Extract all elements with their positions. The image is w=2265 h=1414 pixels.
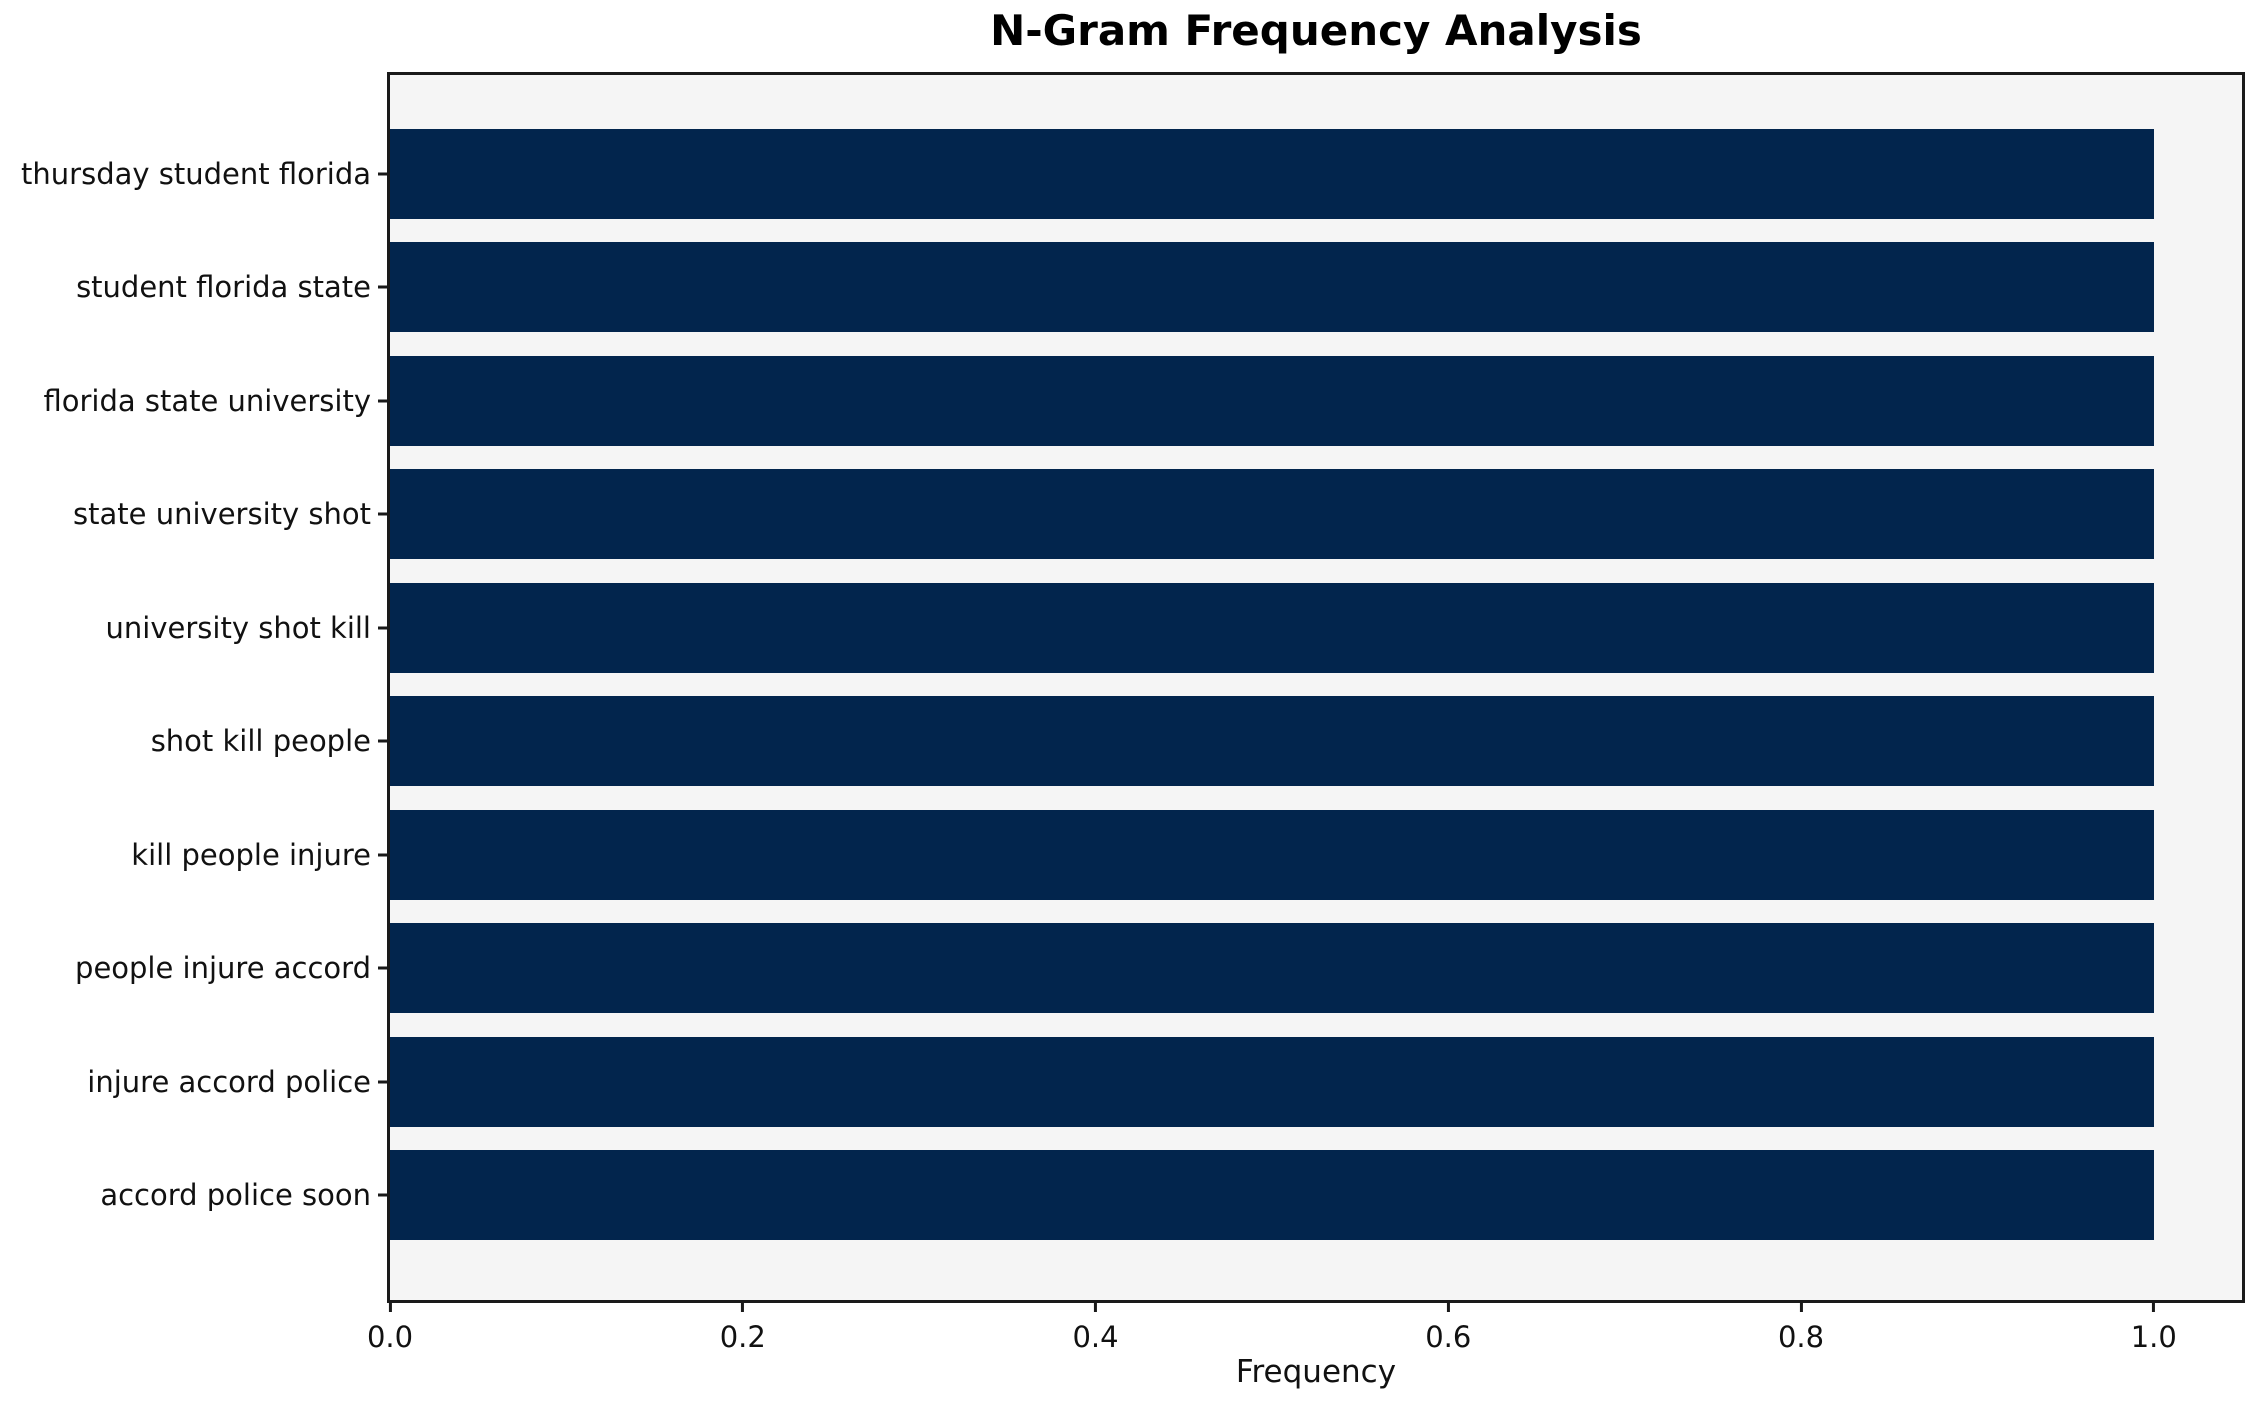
chart-title: N-Gram Frequency Analysis [990, 6, 1642, 55]
bars-container: thursday student florida student florida… [21, 75, 2242, 1300]
y-tick-mark [378, 966, 387, 970]
frequency-bar [390, 923, 2154, 1014]
y-axis-label: florida state university [43, 383, 371, 418]
x-tick: 0.8 [1778, 1303, 1824, 1354]
frequency-bar [390, 809, 2154, 900]
x-tick-label: 0.8 [1777, 1320, 1825, 1354]
y-tick-mark [378, 399, 387, 403]
frequency-bar [390, 355, 2154, 446]
y-axis-label: kill people injure [131, 837, 371, 872]
x-tick: 0.4 [1072, 1303, 1119, 1354]
x-axis: 0.0 0.2 0.4 0.6 0.8 1.0 [367, 1303, 2242, 1373]
y-tick-mark [378, 512, 387, 516]
frequency-bar [390, 242, 2154, 333]
x-tick: 0.2 [720, 1303, 766, 1354]
bar-row: kill people injure [131, 798, 2242, 912]
bar-row: state university shot [73, 458, 2242, 572]
x-tick-label: 0.4 [1072, 1320, 1119, 1354]
x-axis-title: Frequency [1235, 1354, 1397, 1390]
bar-row: injure accord police [87, 1025, 2242, 1139]
plot-area: thursday student florida student florida… [21, 72, 2245, 1303]
bar-row: florida state university [43, 344, 2242, 458]
x-tick-mark [2152, 1303, 2156, 1312]
y-axis-label: people injure accord [75, 951, 371, 986]
bar-row: student florida state [76, 231, 2242, 345]
y-tick-mark [378, 1080, 387, 1084]
frequency-bar [390, 469, 2154, 560]
x-tick-mark [1446, 1303, 1450, 1312]
x-tick: 0.6 [1425, 1303, 1471, 1354]
y-axis-label: state university shot [73, 497, 371, 532]
x-tick: 1.0 [2131, 1303, 2177, 1354]
x-tick-mark [741, 1303, 745, 1312]
y-tick-mark [378, 1193, 387, 1197]
bar-row: people injure accord [75, 912, 2242, 1026]
y-axis-label: shot kill people [150, 724, 371, 759]
y-tick-mark [378, 172, 387, 176]
frequency-bar [390, 582, 2154, 673]
y-tick-mark [378, 739, 387, 743]
x-tick-mark [1799, 1303, 1803, 1312]
x-tick: 0.0 [367, 1303, 413, 1354]
x-tick-label: 0.2 [719, 1320, 766, 1354]
frequency-bar [390, 696, 2154, 787]
bar-row: thursday student florida [21, 117, 2242, 231]
y-axis-label: thursday student florida [21, 156, 371, 191]
y-axis-label: injure accord police [87, 1064, 371, 1099]
y-axis-label: university shot kill [105, 610, 371, 645]
x-tick-label: 0.0 [366, 1320, 414, 1354]
y-axis-label: student florida state [76, 270, 371, 305]
x-tick-mark [1094, 1303, 1098, 1312]
y-axis-label: accord police soon [100, 1178, 371, 1213]
frequency-bar [390, 128, 2154, 219]
y-tick-mark [378, 285, 387, 289]
x-tick-label: 0.6 [1425, 1320, 1472, 1354]
x-tick-mark [388, 1303, 392, 1312]
frequency-bar [390, 1036, 2154, 1127]
x-tick-label: 1.0 [2130, 1320, 2177, 1354]
frequency-bar [390, 1150, 2154, 1241]
y-tick-mark [378, 626, 387, 630]
bar-row: university shot kill [106, 571, 2242, 685]
bar-row: shot kill people [151, 685, 2242, 799]
y-tick-mark [378, 853, 387, 857]
bar-row: accord police soon [100, 1139, 2242, 1253]
